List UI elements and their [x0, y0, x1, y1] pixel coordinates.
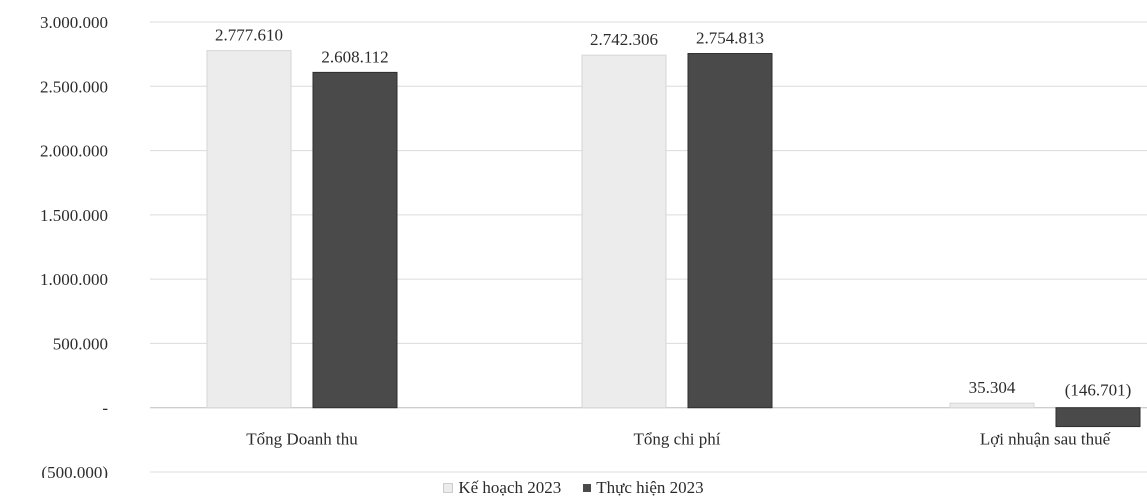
y-axis: 3.000.000 2.500.000 2.000.000 1.500.000 1.00…	[40, 13, 108, 478]
legend: Kế hoạch 2023 Thực hiện 2023	[0, 478, 1147, 498]
legend-label-actual: Thực hiện 2023	[596, 478, 704, 497]
data-labels: 2.777.610 2.742.306 35.304 2.608.112 2.754.8…	[215, 26, 1131, 400]
data-label: 35.304	[969, 378, 1016, 397]
bar-actual	[687, 53, 773, 409]
category-label: Tổng Doanh thu	[246, 430, 358, 449]
bar-actual	[1055, 407, 1141, 428]
bar-actual	[312, 71, 398, 409]
bars	[206, 50, 1141, 428]
y-tick-label: 1.500.000	[40, 206, 108, 225]
y-tick-label: 500.000	[53, 334, 108, 353]
data-label: 2.742.306	[590, 30, 658, 49]
data-label: 2.777.610	[215, 26, 283, 45]
category-label: Tổng chi phí	[634, 430, 721, 449]
legend-swatch-actual	[583, 484, 592, 492]
bar-chart: 3.000.000 2.500.000 2.000.000 1.500.000 1.00…	[40, 13, 1147, 478]
data-label: 2.754.813	[696, 29, 764, 48]
legend-item-plan: Kế hoạch 2023	[443, 478, 561, 498]
y-tick-label: 3.000.000	[40, 13, 108, 32]
y-tick-label: 1.000.000	[40, 270, 108, 289]
bar-plan	[206, 50, 292, 409]
bar-plan	[949, 402, 1035, 409]
y-tick-label: (500.000)	[41, 463, 108, 478]
category-label: Lợi nhuận sau thuế	[980, 430, 1111, 449]
data-label: (146.701)	[1065, 381, 1132, 400]
x-axis: Tổng Doanh thu Tổng chi phí Lợi nhuận sau …	[246, 430, 1110, 449]
bar-plan	[581, 54, 667, 409]
legend-item-actual: Thực hiện 2023	[583, 478, 704, 498]
legend-label-plan: Kế hoạch 2023	[458, 478, 562, 497]
y-tick-label: 2.500.000	[40, 77, 108, 96]
data-label: 2.608.112	[321, 47, 388, 66]
legend-swatch-plan	[443, 483, 454, 493]
y-tick-label: 2.000.000	[40, 142, 108, 161]
y-tick-label: -	[102, 399, 108, 418]
